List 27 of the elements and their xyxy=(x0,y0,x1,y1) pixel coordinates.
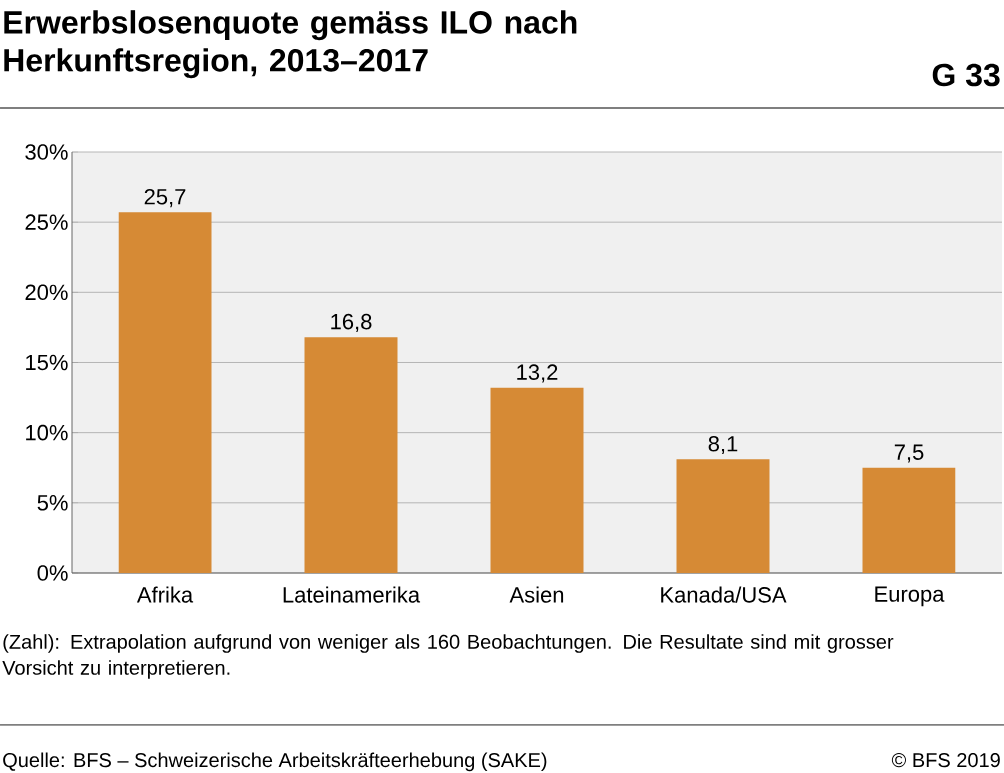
x-tick-label: Kanada/USA xyxy=(661,586,787,603)
y-tick-label: 25% xyxy=(25,214,68,230)
y-tick-label: 5% xyxy=(37,495,68,511)
bar xyxy=(490,387,584,573)
x-tick-label: Afrika xyxy=(136,586,194,603)
y-tick-label: 30% xyxy=(25,144,68,160)
text: (Zahl): Extrapolation aufgrund von weniger als 160 Beobachtungen. Die Resultate sind mit grosser Vorsicht zu interpretieren. xyxy=(2,634,894,679)
bar xyxy=(676,459,770,573)
y-tick-label: 0% xyxy=(37,565,68,581)
text: G 33 xyxy=(932,63,1000,87)
y-tick-label: 15% xyxy=(26,354,68,371)
data-label: 13,2 xyxy=(517,364,558,383)
bar xyxy=(862,467,956,573)
y-tick-label: 20% xyxy=(25,284,68,301)
bar xyxy=(304,337,398,573)
x-tick-label: Lateinamerika xyxy=(283,586,421,603)
text: © BFS 2019 xyxy=(891,753,1000,768)
data-label: 7,5 xyxy=(894,444,924,463)
data-label: 25,7 xyxy=(144,188,186,208)
data-label: 8,1 xyxy=(708,435,738,455)
x-tick-label: Europa xyxy=(875,586,945,607)
bar xyxy=(118,212,212,573)
chart-title: Erwerbslosenquote gemäss ILO nach Herkunftsregion, 2013–2017 xyxy=(4,10,577,79)
x-tick-label: Asien xyxy=(509,586,564,603)
y-tick-label: 10% xyxy=(26,424,68,441)
data-label: 16,8 xyxy=(331,313,372,333)
source-note: Quelle: BFS – Schweizerische Arbeitskräfteerhebung (SAKE) xyxy=(3,752,547,772)
